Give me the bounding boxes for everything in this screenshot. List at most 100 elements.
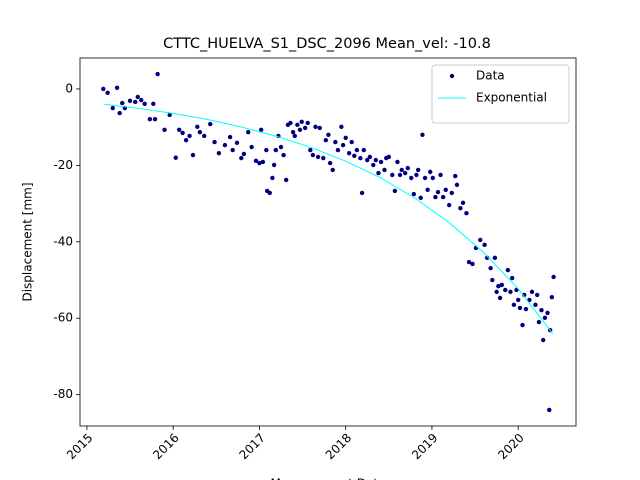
data-point	[545, 310, 550, 316]
data-point	[533, 302, 538, 308]
data-point	[438, 172, 443, 178]
data-point	[133, 99, 138, 105]
data-point	[359, 190, 365, 196]
data-point	[117, 110, 122, 116]
data-point	[430, 175, 436, 181]
data-point	[509, 275, 515, 281]
y-tick-label: 0	[65, 81, 73, 95]
data-point	[241, 151, 247, 157]
data-point	[151, 101, 156, 107]
data-point	[246, 129, 251, 135]
data-point	[315, 154, 321, 160]
data-point	[323, 137, 329, 143]
y-tick-label: -20	[53, 158, 73, 172]
data-point	[411, 191, 417, 197]
data-point	[258, 127, 264, 133]
data-point	[478, 237, 483, 243]
data-point	[428, 169, 433, 175]
data-point	[326, 132, 331, 138]
data-point	[305, 120, 310, 126]
data-point	[267, 190, 272, 196]
data-point	[187, 133, 192, 139]
data-point	[105, 90, 110, 95]
data-point	[222, 142, 228, 148]
data-point	[414, 172, 419, 178]
data-point	[177, 127, 182, 133]
data-point	[542, 315, 548, 321]
data-point	[490, 277, 495, 283]
data-point	[288, 120, 293, 126]
legend-marker	[449, 73, 455, 79]
legend-label: Exponential	[476, 91, 547, 105]
data-point	[395, 159, 400, 165]
data-point	[464, 210, 469, 216]
data-point	[373, 157, 379, 163]
data-point	[343, 135, 348, 141]
data-point	[333, 139, 338, 145]
data-point	[162, 127, 167, 133]
data-point	[397, 172, 403, 178]
data-point	[335, 147, 341, 153]
data-point	[365, 157, 370, 163]
legend-box	[431, 64, 570, 124]
data-point	[422, 175, 428, 181]
data-point	[260, 159, 266, 165]
data-point	[399, 167, 404, 173]
data-point	[230, 147, 235, 153]
data-point	[371, 162, 376, 168]
data-point	[403, 170, 408, 176]
data-point	[227, 134, 233, 140]
data-point	[453, 173, 458, 179]
data-point	[415, 167, 421, 173]
data-point	[494, 289, 499, 295]
y-axis-label: Displacement [mm]	[21, 182, 35, 301]
data-point	[270, 175, 275, 181]
data-point	[295, 122, 300, 128]
data-point	[367, 154, 373, 160]
data-point	[135, 94, 140, 100]
data-point	[101, 86, 106, 92]
data-point	[152, 116, 158, 122]
data-point	[511, 302, 517, 308]
plot-frame	[79, 57, 577, 427]
data-point	[281, 152, 286, 158]
data-point	[120, 100, 125, 106]
data-point	[449, 190, 454, 196]
data-point	[482, 242, 487, 248]
y-tick-label: -60	[53, 311, 73, 325]
data-point	[317, 125, 323, 131]
data-point	[522, 292, 527, 298]
y-tick-label: -80	[53, 387, 73, 401]
data-point	[516, 297, 521, 303]
data-point	[278, 144, 284, 150]
data-point	[290, 129, 296, 135]
data-point	[446, 202, 452, 208]
data-point	[435, 189, 441, 195]
data-point	[339, 124, 344, 129]
data-point	[212, 139, 217, 145]
data-point	[358, 155, 363, 161]
data-point	[541, 337, 546, 343]
data-point	[440, 194, 446, 200]
data-point	[110, 105, 115, 111]
data-point	[302, 125, 308, 131]
data-point	[376, 170, 381, 176]
data-point	[425, 187, 430, 193]
data-point	[155, 71, 160, 77]
data-point	[488, 265, 493, 271]
data-point	[273, 147, 279, 153]
data-point	[183, 137, 189, 143]
legend-label: Data	[476, 69, 505, 83]
data-point	[547, 407, 552, 413]
data-point	[234, 140, 240, 146]
data-point	[349, 139, 354, 145]
data-point	[433, 194, 438, 200]
data-point	[167, 112, 172, 118]
data-point	[405, 165, 410, 171]
data-point	[308, 147, 313, 153]
data-point	[386, 154, 392, 160]
data-point	[470, 261, 475, 267]
data-point	[443, 187, 448, 193]
data-point	[253, 158, 259, 163]
data-point	[503, 287, 508, 293]
